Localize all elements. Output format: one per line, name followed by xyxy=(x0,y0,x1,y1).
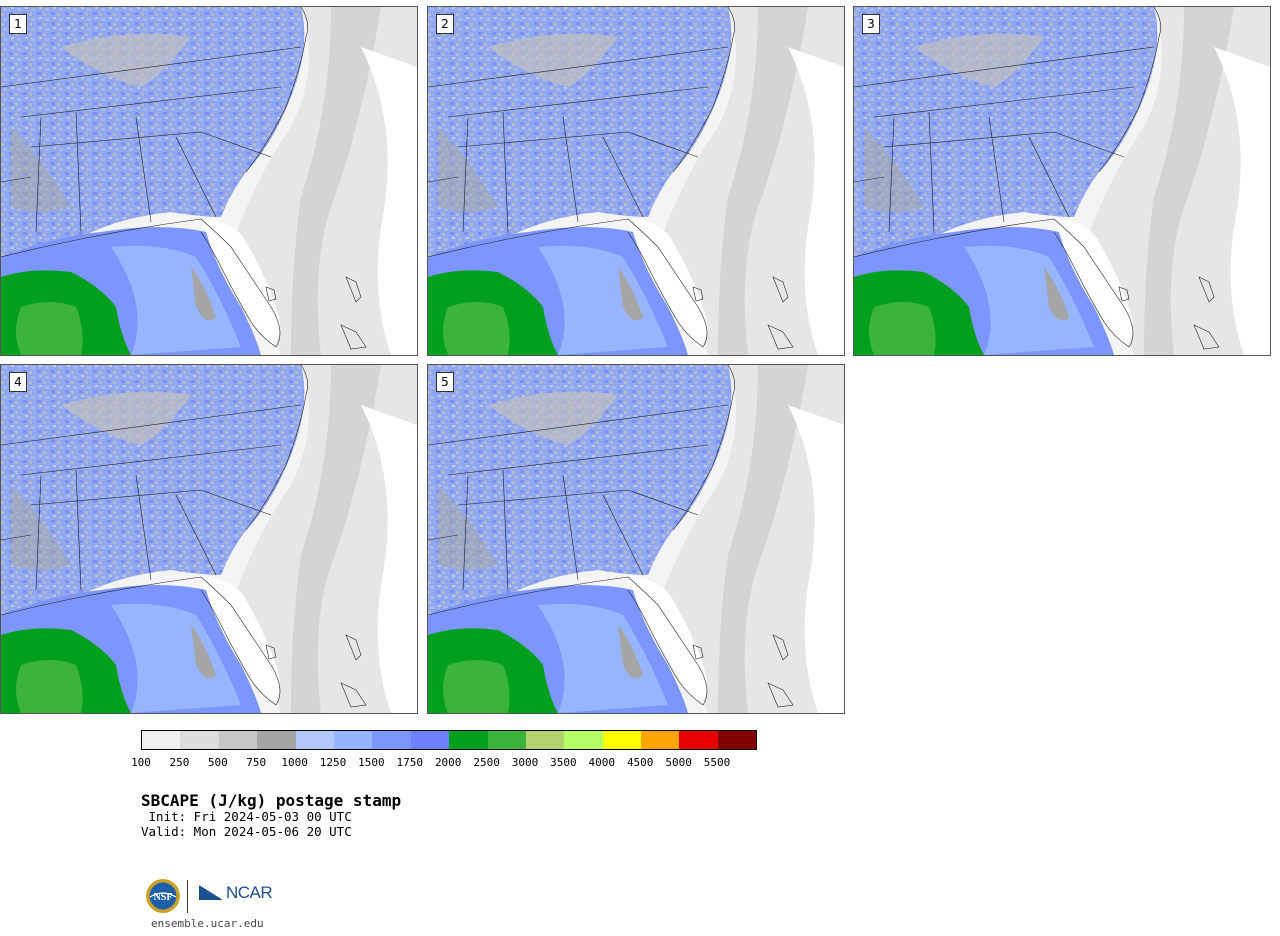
colorbar-swatch xyxy=(602,731,642,749)
ncar-logo-text: NCAR xyxy=(226,883,273,902)
map-panel-5: 5 xyxy=(427,364,845,714)
colorbar-tick-label: 1250 xyxy=(319,756,347,769)
colorbar-swatch xyxy=(372,731,411,749)
map-image xyxy=(854,7,1270,355)
map-panel-1: 1 xyxy=(0,6,418,356)
colorbar-swatch xyxy=(295,731,334,749)
colorbar-tick-label: 2000 xyxy=(434,756,462,769)
panel-label: 5 xyxy=(436,372,454,392)
colorbar-swatch xyxy=(564,731,603,749)
colorbar-swatch xyxy=(142,731,181,749)
valid-time: Valid: Mon 2024-05-06 20 UTC xyxy=(141,824,352,839)
nsf-logo: NSF xyxy=(144,877,182,919)
map-image xyxy=(428,365,844,713)
map-image xyxy=(428,7,844,355)
colorbar-tick-label: 4000 xyxy=(588,756,616,769)
logo-divider xyxy=(187,880,188,913)
colorbar-swatch xyxy=(218,731,258,749)
colorbar-swatch xyxy=(257,731,296,749)
colorbar-tick-label: 3500 xyxy=(550,756,577,769)
colorbar-swatch xyxy=(410,731,450,749)
ncar-mark-icon xyxy=(198,884,224,901)
colorbar-tick-label: 3000 xyxy=(511,756,539,769)
nsf-logo-text: NSF xyxy=(154,892,173,903)
panel-label: 2 xyxy=(436,14,454,34)
map-panel-3: 3 xyxy=(853,6,1271,356)
plot-title: SBCAPE (J/kg) postage stamp xyxy=(141,791,402,810)
colorbar-swatch xyxy=(487,731,526,749)
site-url[interactable]: ensemble.ucar.edu xyxy=(151,917,264,930)
colorbar-swatch xyxy=(641,731,680,749)
colorbar-swatch xyxy=(717,731,757,749)
init-time: Init: Fri 2024-05-03 00 UTC xyxy=(141,809,352,824)
colorbar-tick-label: 1500 xyxy=(358,756,385,769)
panel-label: 3 xyxy=(862,14,880,34)
colorbar-swatch xyxy=(180,731,219,749)
map-panel-2: 2 xyxy=(427,6,845,356)
colorbar-swatch xyxy=(449,731,488,749)
colorbar-tick-label: 1000 xyxy=(281,756,308,769)
colorbar-tick-label: 5000 xyxy=(665,756,692,769)
colorbar-swatch xyxy=(525,731,565,749)
colorbar-tick-label: 1750 xyxy=(396,756,424,769)
colorbar-tick-label: 4500 xyxy=(626,756,654,769)
map-image xyxy=(1,365,417,713)
colorbar-swatch xyxy=(333,731,373,749)
colorbar-tick-label: 2500 xyxy=(473,756,500,769)
panel-label: 4 xyxy=(9,372,27,392)
colorbar-tick-label: 250 xyxy=(169,756,190,769)
colorbar-tick-label: 750 xyxy=(246,756,267,769)
colorbar-tick-label: 100 xyxy=(131,756,151,769)
map-image xyxy=(1,7,417,355)
colorbar-tick-label: 500 xyxy=(207,756,228,769)
map-panel-4: 4 xyxy=(0,364,418,714)
colorbar-tick-label: 5500 xyxy=(703,756,731,769)
colorbar xyxy=(141,730,758,750)
panel-label: 1 xyxy=(9,14,27,34)
ncar-logo: NCAR xyxy=(198,883,273,903)
colorbar-swatch xyxy=(679,731,718,749)
